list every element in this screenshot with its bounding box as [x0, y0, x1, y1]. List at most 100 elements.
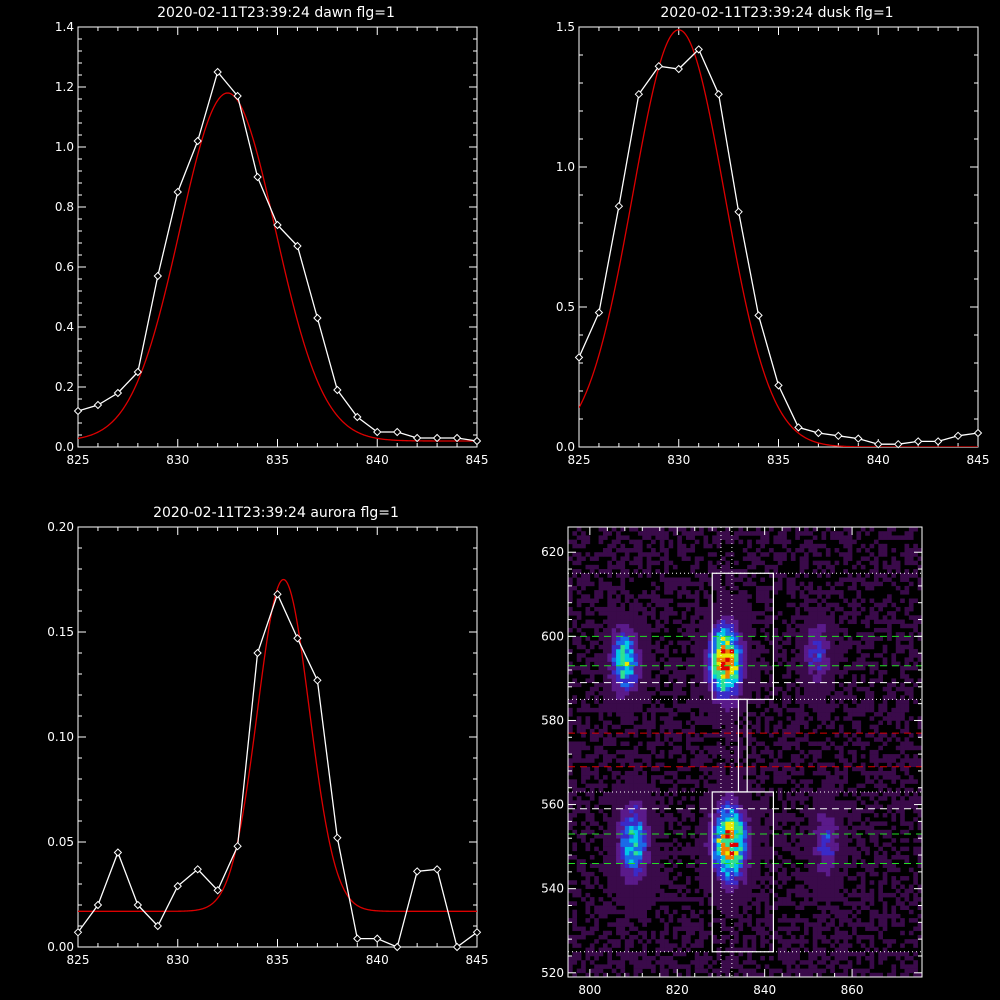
heatmap-cell — [834, 653, 840, 658]
heatmap-cell — [755, 665, 761, 671]
heatmap-cell — [707, 808, 713, 814]
heatmap-cell — [651, 720, 656, 725]
heatmap-cell — [795, 745, 800, 751]
heatmap-cell — [602, 800, 608, 805]
heatmap-cell — [764, 716, 770, 721]
heatmap-cell — [751, 754, 757, 759]
heatmap-cell — [847, 585, 853, 591]
heatmap-cell — [659, 850, 665, 856]
heatmap-cell — [611, 623, 617, 629]
heatmap-cell — [602, 871, 608, 877]
heatmap-cell — [804, 842, 809, 847]
heatmap-cell — [847, 838, 853, 843]
heatmap-cell — [808, 779, 814, 784]
heatmap-cell — [742, 829, 748, 835]
heatmap-cell — [568, 539, 573, 545]
heatmap-cell — [742, 800, 748, 805]
heatmap-cell — [594, 754, 599, 759]
heatmap-cell — [720, 615, 726, 620]
heatmap-cell — [624, 880, 630, 885]
chart-dawn-ytick-label: 0.0 — [55, 440, 74, 454]
heatmap-cell — [812, 754, 818, 759]
heatmap-cell — [585, 871, 591, 877]
heatmap-cell — [782, 543, 787, 549]
heatmap-cell — [594, 863, 599, 868]
heatmap-cell — [607, 548, 612, 553]
heatmap-cell — [725, 720, 730, 725]
heatmap-cell — [703, 867, 709, 873]
heatmap-cell — [725, 733, 730, 738]
heatmap-cell — [782, 846, 787, 852]
heatmap-cell — [572, 955, 578, 961]
heatmap-cell — [690, 804, 696, 810]
heatmap-cell — [568, 812, 573, 818]
heatmap-cell — [694, 703, 700, 709]
heatmap-cell — [686, 905, 691, 911]
heatmap-cell — [629, 770, 634, 776]
heatmap-cell — [664, 556, 669, 561]
heatmap-cell — [576, 754, 582, 759]
heatmap-cell — [847, 909, 853, 915]
heatmap-cell — [865, 686, 870, 692]
heatmap-cell — [581, 556, 586, 561]
heatmap-cell — [817, 892, 822, 898]
heatmap-cell — [651, 703, 656, 709]
heatmap-cell — [742, 859, 748, 864]
heatmap-cell — [585, 611, 591, 616]
heatmap-cell — [817, 695, 822, 700]
heatmap-cell — [664, 737, 669, 742]
heatmap-cell — [668, 867, 674, 873]
heatmap-cell — [568, 804, 573, 810]
heatmap-cell — [838, 552, 844, 557]
heatmap-cell — [821, 867, 827, 873]
heatmap-cell — [602, 661, 608, 667]
heatmap-cell — [624, 686, 630, 692]
heatmap-cell — [690, 619, 696, 625]
heatmap-cell — [589, 619, 595, 625]
heatmap-cell — [568, 960, 573, 965]
heatmap-cell — [602, 703, 608, 709]
heatmap-cell — [699, 623, 704, 629]
chart-dusk: 2020-02-11T23:39:24 dusk flg=1 825 830 835… — [556, 5, 990, 467]
heatmap-cell — [795, 955, 800, 961]
heatmap-cell — [729, 636, 735, 641]
heatmap-cell — [729, 766, 735, 772]
heatmap-cell — [734, 737, 739, 742]
heatmap-cell — [843, 846, 848, 852]
heatmap-cell — [699, 880, 704, 885]
heatmap-cell — [642, 691, 647, 696]
heatmap-cell — [834, 867, 840, 873]
heatmap-cell — [790, 682, 796, 688]
heatmap-cell — [681, 590, 687, 595]
heatmap-cell — [821, 787, 827, 793]
heatmap-cell — [847, 846, 853, 852]
heatmap-cell — [624, 627, 630, 633]
heatmap-cell — [821, 934, 827, 940]
heatmap-cell — [681, 703, 687, 709]
heatmap-cell — [738, 598, 744, 604]
heatmap-cell — [664, 817, 669, 822]
heatmap-cell — [607, 930, 612, 936]
heatmap-cell — [716, 636, 722, 641]
heatmap-cell — [681, 943, 687, 948]
heatmap-cell — [672, 770, 678, 776]
heatmap-cell — [707, 648, 713, 654]
heatmap-cell — [703, 884, 709, 889]
heatmap-cell — [747, 640, 752, 646]
heatmap-cell — [804, 539, 809, 545]
heatmap-cell — [742, 876, 748, 881]
heatmap-cell — [725, 876, 730, 881]
heatmap-cell — [646, 825, 652, 831]
heatmap-cell — [734, 766, 739, 772]
heatmap-cell — [624, 632, 630, 637]
heatmap-cell — [602, 674, 608, 679]
heatmap-cell — [611, 627, 617, 633]
heatmap-cell — [804, 947, 809, 953]
heatmap-cell — [594, 682, 599, 688]
heatmap-cell — [742, 636, 748, 641]
heatmap-cell — [821, 783, 827, 789]
heatmap-cell — [786, 968, 792, 974]
heatmap-cell — [699, 926, 704, 932]
heatmap-cell — [646, 669, 652, 675]
heatmap-cell — [764, 665, 770, 671]
